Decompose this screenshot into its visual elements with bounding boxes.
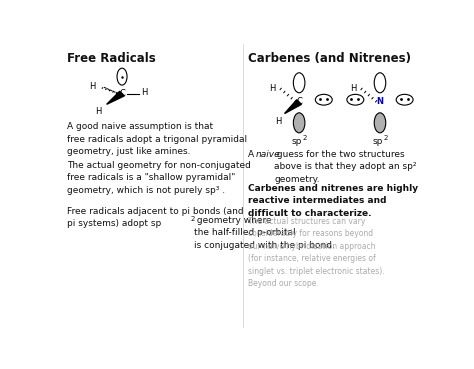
Text: C: C <box>119 89 125 98</box>
Ellipse shape <box>374 113 386 133</box>
Polygon shape <box>107 91 124 104</box>
Text: geometry where
the half-filled p-orbital
is conjugated with the pi bond.: geometry where the half-filled p-orbital… <box>194 216 335 250</box>
Ellipse shape <box>347 94 364 105</box>
Text: A good naive assumption is that
free radicals adopt a trigonal pyramidal
geometr: A good naive assumption is that free rad… <box>66 122 247 156</box>
Text: H: H <box>350 84 356 93</box>
Text: Free radicals adjacent to pi bonds (and
pi systems) adopt sp: Free radicals adjacent to pi bonds (and … <box>66 207 243 228</box>
Text: naive: naive <box>255 150 280 159</box>
Ellipse shape <box>374 73 386 93</box>
Text: sp: sp <box>292 137 302 146</box>
Text: Carbenes (and Nitrenes): Carbenes (and Nitrenes) <box>248 52 411 65</box>
Polygon shape <box>284 100 301 114</box>
Text: H: H <box>269 84 275 93</box>
Text: H: H <box>89 82 95 91</box>
Text: 2: 2 <box>303 135 307 141</box>
Ellipse shape <box>117 68 127 85</box>
Text: The actual structures can vary
considerably for reasons beyond
our naive hybridi: The actual structures can vary considera… <box>248 217 385 288</box>
Text: 2: 2 <box>384 135 388 141</box>
Text: Carbenes and nitrenes are highly
reactive intermediates and
difficult to charact: Carbenes and nitrenes are highly reactiv… <box>248 184 419 218</box>
Text: The actual geometry for non-conjugated
free radicals is a "shallow pyramidal"
ge: The actual geometry for non-conjugated f… <box>66 161 250 194</box>
Ellipse shape <box>315 94 332 105</box>
Text: N: N <box>376 97 383 106</box>
Text: H: H <box>275 117 282 126</box>
Ellipse shape <box>293 113 305 133</box>
Ellipse shape <box>396 94 413 105</box>
Text: H: H <box>95 107 101 117</box>
Ellipse shape <box>293 73 305 93</box>
Text: 2: 2 <box>191 216 195 222</box>
Text: A: A <box>248 150 257 159</box>
Text: sp: sp <box>372 137 383 146</box>
Text: C: C <box>296 97 302 106</box>
Text: H: H <box>141 88 148 97</box>
Text: Free Radicals: Free Radicals <box>66 52 155 65</box>
Text: guess for the two structures
above is that they adopt an sp²
geometry.: guess for the two structures above is th… <box>274 150 417 184</box>
